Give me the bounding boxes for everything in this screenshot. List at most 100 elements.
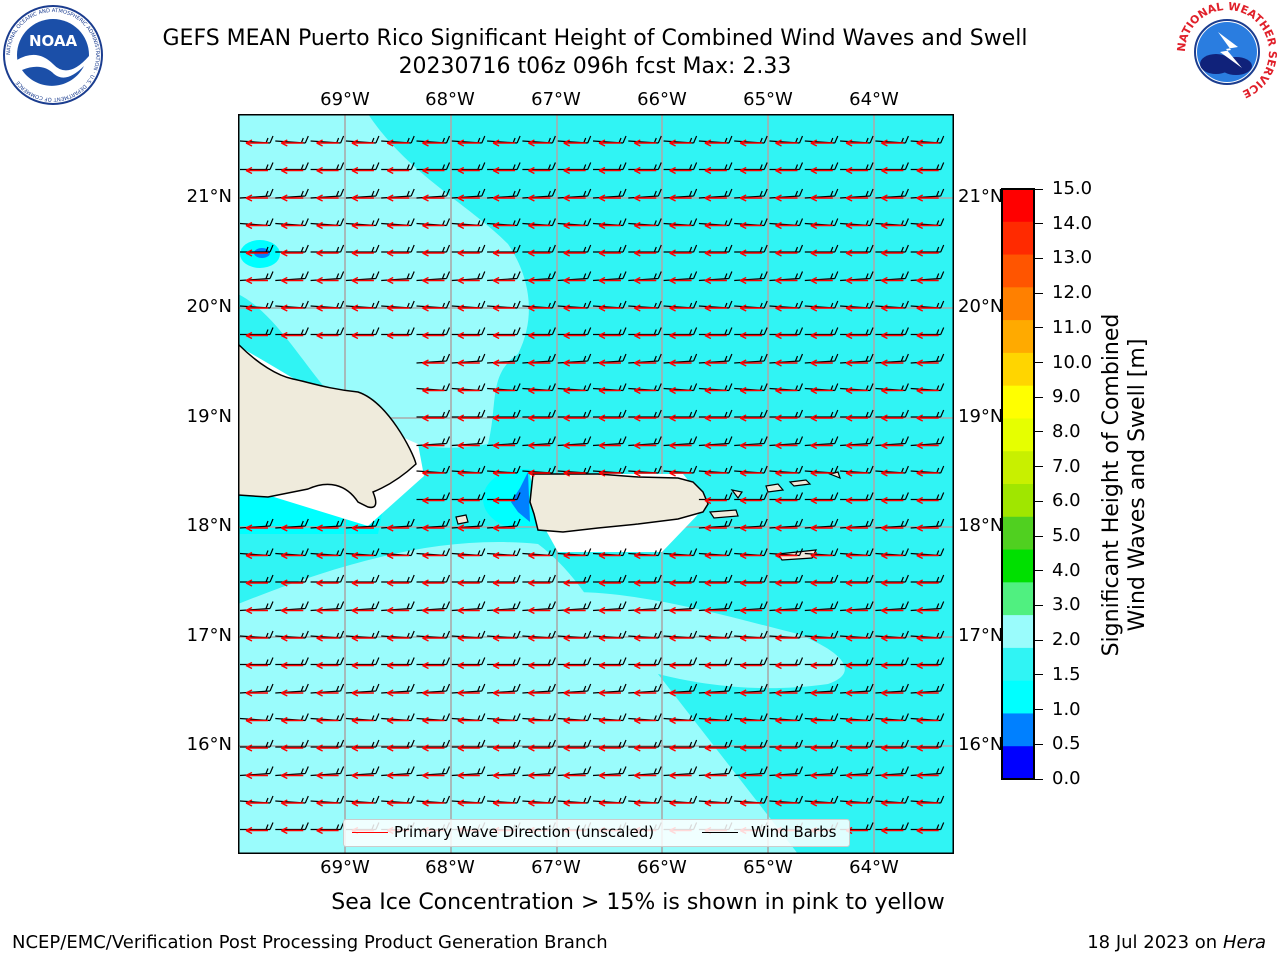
wave-direction-arrow [528, 386, 551, 395]
wind-barb [522, 244, 556, 253]
wind-barb [628, 244, 662, 253]
wind-barb [698, 188, 733, 199]
wind-barb [275, 162, 309, 171]
wave-direction-arrow [457, 276, 480, 285]
lon-label-top: 68°W [425, 89, 475, 110]
wave-direction-arrow [669, 221, 692, 230]
wave-direction-arrow [351, 249, 374, 257]
wind-barb [522, 683, 556, 694]
wave-direction-arrow [563, 441, 586, 450]
colorbar-tick-label: 13.0 [1052, 247, 1093, 269]
lon-label-bottom: 65°W [743, 857, 793, 878]
wave-direction-arrow [351, 606, 374, 615]
wind-barb [381, 327, 415, 336]
wave-direction-arrow [739, 359, 763, 367]
wave-direction-arrow [386, 524, 410, 532]
wind-barb [628, 683, 662, 694]
wave-direction-arrow [351, 331, 374, 340]
wave-direction-arrow [810, 386, 833, 395]
wave-direction-arrow [775, 194, 798, 202]
wave-direction-arrow [669, 606, 692, 615]
wave-direction-arrow [422, 386, 445, 395]
wave-direction-arrow [916, 386, 939, 395]
wind-barb [487, 409, 521, 418]
wave-direction-arrow [492, 799, 516, 807]
wave-direction-arrow [280, 744, 304, 752]
wave-direction-arrow [845, 331, 869, 340]
wave-direction-arrow [669, 276, 692, 285]
wind-barb [769, 601, 804, 612]
wave-direction-arrow [633, 716, 657, 725]
wind-barb [734, 162, 768, 171]
wave-direction-arrow [280, 579, 304, 587]
wave-direction-arrow [739, 689, 763, 697]
wave-direction-arrow [775, 414, 798, 422]
wind-barb [487, 162, 521, 171]
wave-direction-arrow [916, 441, 939, 450]
wave-direction-arrow [563, 194, 586, 202]
wave-direction-arrow [351, 139, 374, 147]
wave-direction-arrow [704, 331, 727, 340]
wave-direction-arrow [775, 386, 798, 395]
wave-direction-arrow [563, 139, 586, 147]
wind-barb [557, 766, 592, 777]
lat-label-left: 20°N [186, 296, 232, 317]
wave-direction-arrow [845, 744, 869, 752]
wind-barb [804, 766, 839, 777]
wind-barb [345, 327, 380, 336]
wind-barb [804, 601, 839, 612]
wind-barb [875, 353, 909, 364]
wave-direction-arrow [386, 771, 410, 780]
lat-label-right: 20°N [958, 296, 1004, 317]
wave-direction-arrow [916, 524, 939, 532]
wave-direction-arrow [528, 771, 551, 780]
wave-direction-arrow [845, 414, 869, 422]
wave-direction-arrow [881, 606, 904, 615]
wave-direction-arrow [704, 634, 727, 642]
wave-direction-arrow [775, 689, 798, 697]
wave-direction-arrow [633, 331, 657, 340]
map-legend: Primary Wave Direction (unscaled) Wind B… [343, 819, 850, 847]
wave-direction-arrow [280, 634, 304, 642]
wind-barb [451, 162, 486, 171]
wave-direction-arrow [704, 249, 727, 257]
wind-barb [416, 739, 451, 748]
wave-direction-arrow [739, 139, 763, 147]
wave-direction-arrow [386, 139, 410, 147]
wave-direction-arrow [633, 386, 657, 395]
wave-direction-arrow [492, 661, 516, 670]
wind-barb [487, 766, 521, 777]
wave-direction-arrow [704, 579, 727, 587]
wind-barb [698, 601, 733, 612]
wave-direction-arrow [457, 689, 480, 697]
wind-barb [910, 353, 945, 364]
wind-barb [698, 271, 733, 282]
wind-barb [487, 601, 521, 612]
wave-direction-arrow [633, 194, 657, 202]
chart-title-line1: GEFS MEAN Puerto Rico Significant Height… [162, 26, 1028, 51]
wave-direction-arrow [739, 304, 763, 312]
wave-direction-arrow [351, 799, 374, 807]
wave-direction-arrow [351, 524, 374, 532]
wave-direction-arrow [704, 304, 727, 312]
wind-barb [239, 766, 274, 777]
wave-direction-arrow [457, 661, 480, 670]
wave-direction-arrow [633, 799, 657, 807]
wind-barb [345, 683, 380, 694]
wind-barb [381, 244, 415, 253]
wave-direction-arrow [316, 331, 339, 340]
wave-direction-arrow [316, 689, 339, 697]
wave-direction-arrow [598, 166, 621, 175]
wave-direction-arrow [845, 386, 869, 395]
wind-barb [769, 271, 804, 282]
colorbar-tick [1035, 466, 1043, 468]
wave-direction-arrow [245, 661, 268, 670]
wind-barb [310, 766, 345, 777]
wave-direction-arrow [775, 716, 798, 725]
wave-direction-arrow [245, 139, 268, 147]
wind-barb [769, 739, 804, 748]
wave-direction-arrow [457, 331, 480, 340]
wind-barb [663, 436, 698, 447]
wind-barb [910, 327, 945, 336]
wave-direction-arrow [528, 441, 551, 450]
